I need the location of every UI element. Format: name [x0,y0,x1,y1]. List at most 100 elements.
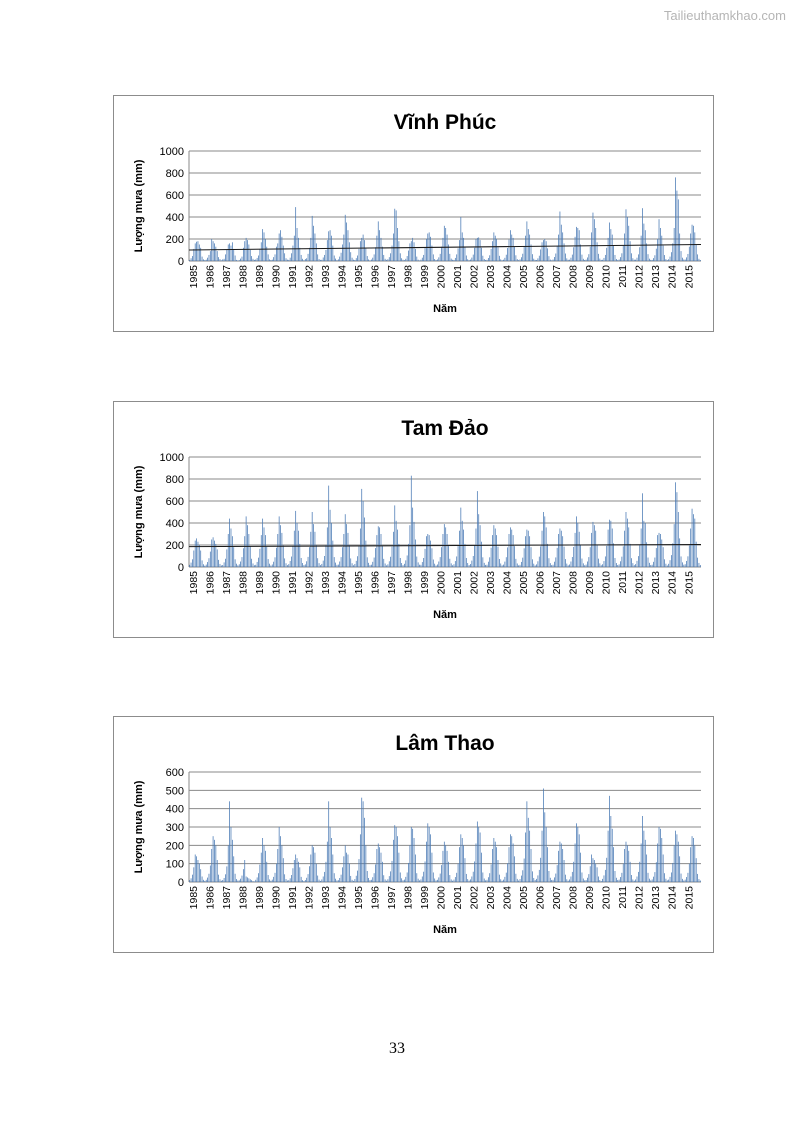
bar [548,558,550,567]
bar [540,857,542,882]
bar [218,559,219,567]
bar [534,879,536,882]
bar [332,854,334,882]
bar [494,528,496,567]
bar [208,254,210,261]
bar [680,873,682,882]
bar [238,260,240,261]
bar [490,248,492,261]
bar [197,860,199,882]
bar [640,528,642,567]
bar [501,880,503,882]
bar [303,565,305,567]
bar [370,564,372,567]
bar [519,564,521,567]
bar [479,240,481,261]
bar [267,254,269,261]
y-tick-label: 600 [166,767,184,779]
bar [233,547,235,567]
bar [432,872,434,882]
bar [229,518,230,567]
x-tick-label: 1988 [237,571,249,595]
bar [331,523,332,567]
bar [200,550,202,567]
bar [591,532,592,567]
bar [448,861,449,882]
bar [577,228,579,261]
x-tick-label: 2006 [535,571,547,595]
bar [383,254,385,261]
bar [691,508,693,567]
bar [639,247,641,261]
x-tick-label: 1987 [221,886,233,910]
bar [567,880,569,882]
bar [420,879,422,882]
bar [584,260,586,261]
bar [680,251,682,261]
bar [664,873,665,882]
bar [248,244,250,261]
bar [624,233,625,261]
chart-vinh-phuc: Vĩnh Phúc 0 200 400 600 800 1000 1985 1986 1987 19… [113,95,714,332]
bar [427,534,429,567]
bar [481,852,482,882]
x-tick-label: 2011 [617,886,629,909]
bar [220,880,222,882]
bar [442,534,444,567]
bar [665,563,667,567]
bar [298,530,299,567]
bar [394,505,396,567]
bar [530,849,532,882]
bar [377,221,379,261]
bar [398,543,400,567]
bar [618,564,620,567]
bar [693,225,694,261]
bar [296,228,298,261]
bar [465,873,467,882]
bar [497,860,499,882]
bar [406,256,408,261]
bar [585,259,587,261]
bar [496,239,497,261]
bar [649,562,650,567]
bar [313,524,314,567]
bar [566,879,568,882]
bar [212,537,214,567]
bar [211,849,213,882]
bar [335,562,336,567]
bar [402,259,404,261]
bar [592,212,594,261]
x-tick-label: 1995 [353,571,365,595]
bar [249,879,251,882]
bar [479,832,481,882]
bar [287,565,288,567]
bar [632,879,634,882]
bar [234,873,236,882]
bar [324,254,325,261]
bar [431,548,433,567]
bar [679,233,681,261]
bar [558,850,559,882]
bar [518,565,520,567]
bar [635,259,637,261]
bar [237,565,239,567]
bar [391,860,393,882]
bar [500,259,502,261]
bar [405,258,407,261]
bar [266,861,268,882]
x-tick-label: 1989 [254,571,266,595]
bar [333,873,335,882]
bar [573,546,575,567]
bar [315,863,317,882]
bar [299,247,301,261]
bar [276,863,277,882]
y-tick-label: 200 [166,840,184,852]
bar [624,530,625,567]
bar [255,259,257,261]
bar [350,252,352,261]
bar [464,246,466,261]
bar [326,240,328,261]
x-tick-label: 1986 [204,571,216,595]
bar [554,877,555,882]
bar [598,876,599,882]
